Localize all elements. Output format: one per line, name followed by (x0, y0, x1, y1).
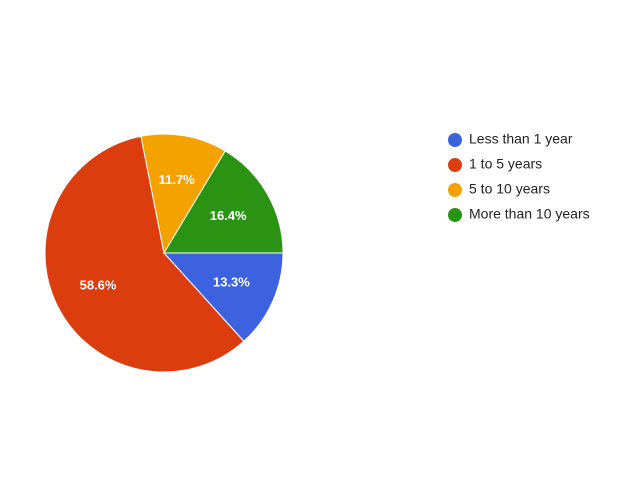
legend-label: Less than 1 year (469, 131, 573, 147)
legend-label: 1 to 5 years (469, 156, 542, 172)
slice-label: 13.3% (213, 274, 250, 289)
legend-marker (448, 208, 462, 222)
slice-label: 11.7% (159, 172, 196, 187)
legend-label: 5 to 10 years (469, 181, 550, 197)
legend-marker (448, 133, 462, 147)
slice-label: 58.6% (80, 278, 117, 293)
pie-slice (163, 150, 284, 254)
legend-marker (448, 158, 462, 172)
pie-slice (140, 133, 226, 255)
slice-label: 16.4% (210, 208, 247, 223)
legend-label: More than 10 years (469, 206, 590, 222)
pie-slice (44, 135, 245, 373)
legend-marker (448, 183, 462, 197)
pie-slice (162, 252, 284, 342)
